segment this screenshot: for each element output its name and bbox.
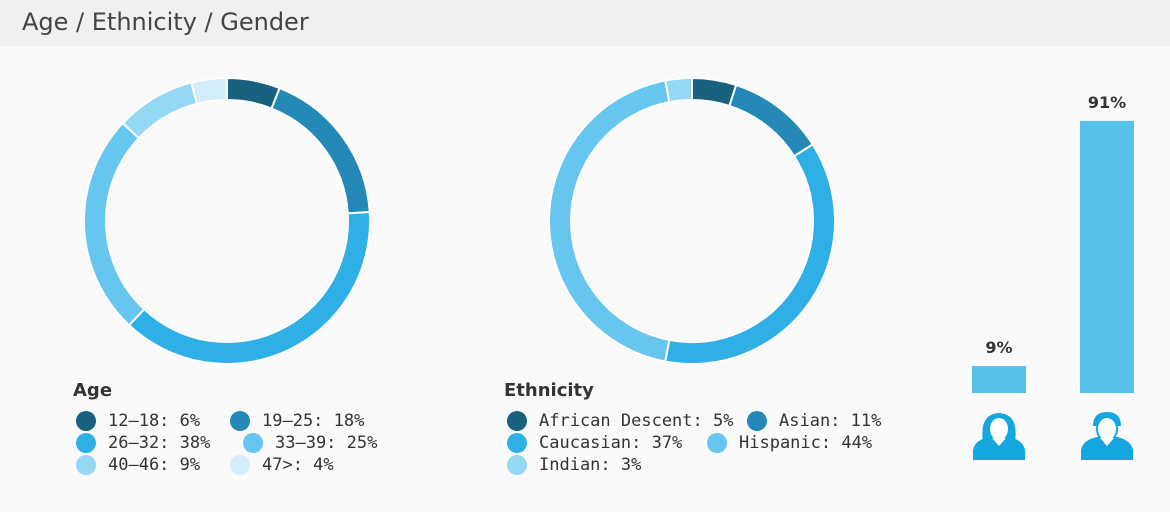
legend-label: 12–18: 6% <box>108 411 201 431</box>
ethnicity-legend-item[interactable]: Caucasian: 37% <box>507 432 682 454</box>
ethnicity-slice-hispanic[interactable] <box>548 79 671 363</box>
age-slice-19-25[interactable] <box>270 86 371 215</box>
gender-bar-female[interactable] <box>972 366 1026 393</box>
legend-swatch <box>230 455 250 475</box>
legend-swatch <box>507 455 527 475</box>
legend-label: Asian: 11% <box>779 411 882 431</box>
gender-bar-male[interactable] <box>1080 120 1134 393</box>
bar-value-label-male: 91% <box>1087 92 1127 112</box>
legend-label: African Descent: 5% <box>539 411 734 431</box>
legend-swatch <box>76 411 96 431</box>
ethnicity-legend-item[interactable]: Hispanic: 44% <box>707 432 872 454</box>
female-icon <box>973 413 1025 460</box>
legend-label: 33–39: 25% <box>275 433 378 453</box>
legend-swatch <box>243 433 263 453</box>
legend-swatch <box>76 433 96 453</box>
age-legend-item[interactable]: 40–46: 9% <box>76 454 200 476</box>
bar-value-label-female: 9% <box>985 338 1013 358</box>
legend-swatch <box>230 411 250 431</box>
age-slice-47-[interactable] <box>190 76 228 106</box>
age-slice-26-32[interactable] <box>127 210 371 365</box>
legend-swatch <box>507 411 527 431</box>
ethnicity-legend-item[interactable]: Asian: 11% <box>747 410 881 432</box>
age-legend-title: Age <box>73 380 113 401</box>
ethnicity-slice-indian[interactable] <box>664 76 693 104</box>
ethnicity-legend-item[interactable]: African Descent: 5% <box>507 410 733 432</box>
legend-label: Caucasian: 37% <box>539 433 683 453</box>
age-legend-item[interactable]: 12–18: 6% <box>76 410 200 432</box>
legend-swatch <box>507 433 527 453</box>
charts-canvas <box>83 76 1134 460</box>
chart-panel: Age 12–18: 6% 19–25: 18% 26–32: 38% 33–3… <box>0 46 1170 512</box>
legend-swatch <box>76 455 96 475</box>
ethnicity-legend-title: Ethnicity <box>504 380 594 401</box>
legend-label: 19–25: 18% <box>262 411 365 431</box>
legend-label: Indian: 3% <box>539 455 642 475</box>
age-slice-33-39[interactable] <box>83 121 146 327</box>
section-header: Age / Ethnicity / Gender <box>0 0 1170 46</box>
ethnicity-legend-item[interactable]: Indian: 3% <box>507 454 641 476</box>
age-slice-40-46[interactable] <box>121 81 199 140</box>
legend-label: 26–32: 38% <box>108 433 211 453</box>
ethnicity-slice-caucasian[interactable] <box>664 142 836 365</box>
ethnicity-slice-asian[interactable] <box>728 83 815 158</box>
age-legend-item[interactable]: 19–25: 18% <box>230 410 364 432</box>
section-title: Age / Ethnicity / Gender <box>22 8 309 36</box>
ethnicity-slice-african-descent[interactable] <box>691 76 738 108</box>
age-legend-item[interactable]: 26–32: 38% <box>76 432 210 454</box>
legend-swatch <box>707 433 727 453</box>
legend-label: 40–46: 9% <box>108 455 201 475</box>
age-slice-12-18[interactable] <box>226 76 281 110</box>
legend-swatch <box>747 411 767 431</box>
male-icon <box>1081 412 1133 460</box>
legend-label: Hispanic: 44% <box>739 433 873 453</box>
legend-label: 47>: 4% <box>262 455 334 475</box>
age-legend-item[interactable]: 47>: 4% <box>230 454 334 476</box>
age-legend-item[interactable]: 33–39: 25% <box>243 432 377 454</box>
